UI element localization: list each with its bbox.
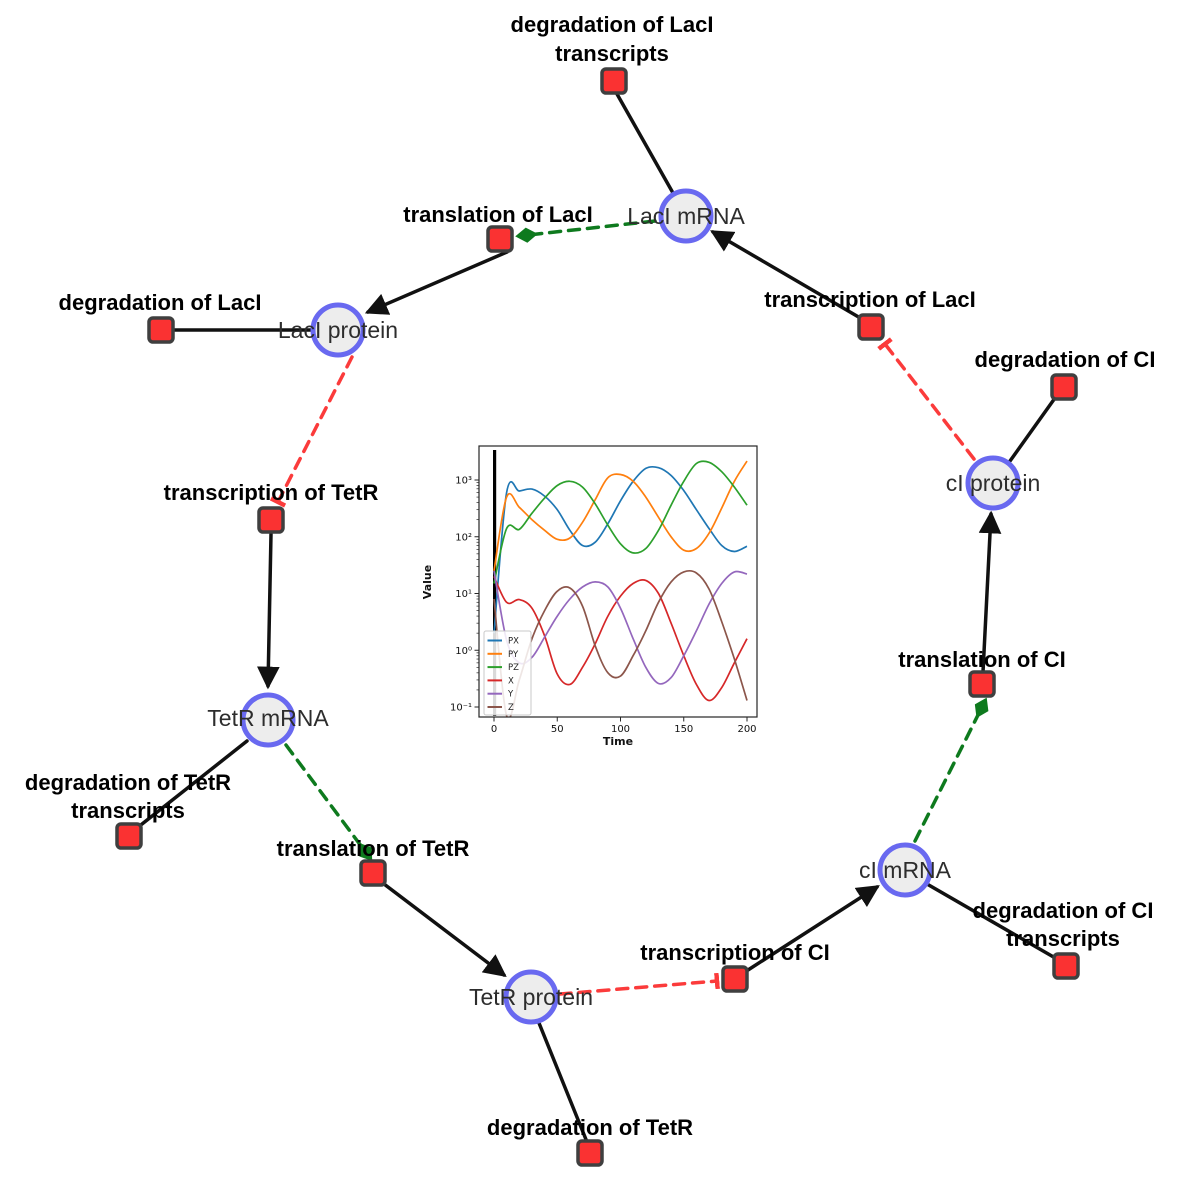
edge-translationlaci-lacprotein: [364, 250, 509, 315]
chart-series-PY: [493, 460, 748, 572]
edge-cimrna-translationci-catalysis: [913, 697, 989, 843]
reaction-label-degradation-ci: degradation of CI: [975, 347, 1156, 372]
reaction-node-degradation-ci: [1050, 373, 1078, 401]
chart-x-tick-label: 200: [737, 724, 756, 735]
legend-label-Y: Y: [507, 690, 514, 700]
edge-lacimrna-translationlaci-catalysis: [515, 219, 657, 243]
reaction-node-translation-tetr: [359, 859, 387, 887]
legend-label-Z: Z: [508, 703, 514, 713]
edge-transcriptiontetr-tetrmrna: [257, 532, 280, 690]
reaction-label-degradation-tetr: degradation of TetR: [487, 1115, 693, 1140]
chart-series-PZ: [493, 460, 748, 584]
reaction-label-degradation-laci: degradation of LacI: [59, 290, 262, 315]
edge-translationtetr-tetrprotein: [382, 882, 507, 978]
reaction-node-degradation-tetr-transcripts: [115, 822, 143, 850]
chart-y-tick-label: 10²: [455, 532, 472, 543]
species-label-tetr-protein: TetR protein: [469, 984, 593, 1010]
reaction-label-degradation-ci-transcripts-2: transcripts: [1006, 926, 1120, 951]
chart-y-tick-label: 10⁰: [455, 646, 472, 657]
reaction-node-degradation-tetr: [576, 1139, 604, 1167]
reaction-label-translation-ci: translation of CI: [898, 647, 1065, 672]
edge-tetrprotein-degtetr: [537, 1021, 589, 1144]
reaction-label-degradation-ci-transcripts-1: degradation of CI: [973, 898, 1154, 923]
species-label-laci-protein: LacI protein: [278, 317, 398, 343]
chart-x-tick-label: 50: [551, 724, 564, 735]
chart-x-tick-label: 0: [491, 724, 497, 735]
edge-translationci-ciprotein: [978, 510, 1002, 674]
reaction-label-transcription-ci: transcription of CI: [640, 940, 829, 965]
edge-tetrmrna-translationtetr-catalysis: [284, 743, 373, 862]
edge-laciprotein-transcriptiontetr-inhibition: [269, 355, 354, 508]
legend-label-X: X: [508, 676, 514, 686]
reaction-label-translation-tetr: translation of TetR: [277, 836, 470, 861]
species-node-ci-protein: [965, 455, 1021, 511]
reaction-node-transcription-ci: [721, 965, 749, 993]
species-node-laci-protein: [310, 302, 366, 358]
species-label-ci-mrna: cI mRNA: [859, 857, 952, 883]
chart-series-Y: [493, 570, 748, 685]
edge-transcriptionlaci-lacimrna: [710, 230, 864, 321]
legend-label-PZ: PZ: [508, 663, 519, 673]
edge-cimrna-degcitranscripts: [925, 882, 1059, 961]
reaction-node-translation-laci: [486, 225, 514, 253]
chart-series-PX: [493, 465, 748, 634]
species-label-ci-protein: cI protein: [946, 470, 1041, 496]
edge-ciprotein-transcriptionlaci-inhibition: [877, 337, 976, 461]
chart-ylabel: Value: [421, 565, 434, 599]
edge-ciprotein-degci: [1008, 396, 1057, 463]
edge-tetrmrna-degtetrtranscripts: [135, 739, 249, 830]
reaction-label-translation-laci: translation of LacI: [403, 202, 592, 227]
chart-y-tick-label: 10¹: [455, 589, 472, 600]
reaction-label-degradation-laci-transcripts-2: transcripts: [555, 41, 669, 66]
species-label-tetr-mrna: TetR mRNA: [207, 705, 329, 731]
edge-lacimrna-deglacitranscripts: [615, 92, 675, 195]
reaction-node-degradation-ci-transcripts: [1052, 952, 1080, 980]
reaction-label-transcription-tetr: transcription of TetR: [164, 480, 379, 505]
species-node-laci-mrna: [658, 188, 714, 244]
legend-label-PX: PX: [508, 637, 519, 647]
reaction-label-degradation-tetr-transcripts-1: degradation of TetR: [25, 770, 231, 795]
reaction-label-transcription-laci: transcription of LacI: [764, 287, 975, 312]
chart-x-tick-label: 100: [611, 724, 630, 735]
edge-tetrprotein-transcriptionci-inhibition: [558, 972, 720, 996]
reaction-node-transcription-tetr: [257, 506, 285, 534]
chart-y-tick-label: 10⁻¹: [450, 703, 472, 714]
chart-series-Z: [493, 569, 748, 717]
chart-x-tick-label: 150: [674, 724, 693, 735]
species-node-tetr-mrna: [240, 692, 296, 748]
chart-xlabel: Time: [603, 735, 633, 748]
species-label-laci-mrna: LacI mRNA: [627, 203, 745, 229]
species-node-ci-mrna: [877, 842, 933, 898]
chart-series-X: [493, 576, 748, 702]
reaction-node-degradation-laci: [147, 316, 175, 344]
reaction-label-degradation-tetr-transcripts-2: transcripts: [71, 798, 185, 823]
edge-transcriptionci-cimrna: [746, 885, 880, 972]
legend-label-PY: PY: [508, 650, 519, 660]
reaction-label-degradation-laci-transcripts-1: degradation of LacI: [511, 12, 714, 37]
reaction-node-transcription-laci: [857, 313, 885, 341]
reaction-node-degradation-laci-transcripts: [600, 67, 628, 95]
species-node-tetr-protein: [503, 969, 559, 1025]
chart-y-tick-label: 10³: [455, 476, 472, 487]
reaction-node-translation-ci: [968, 670, 996, 698]
